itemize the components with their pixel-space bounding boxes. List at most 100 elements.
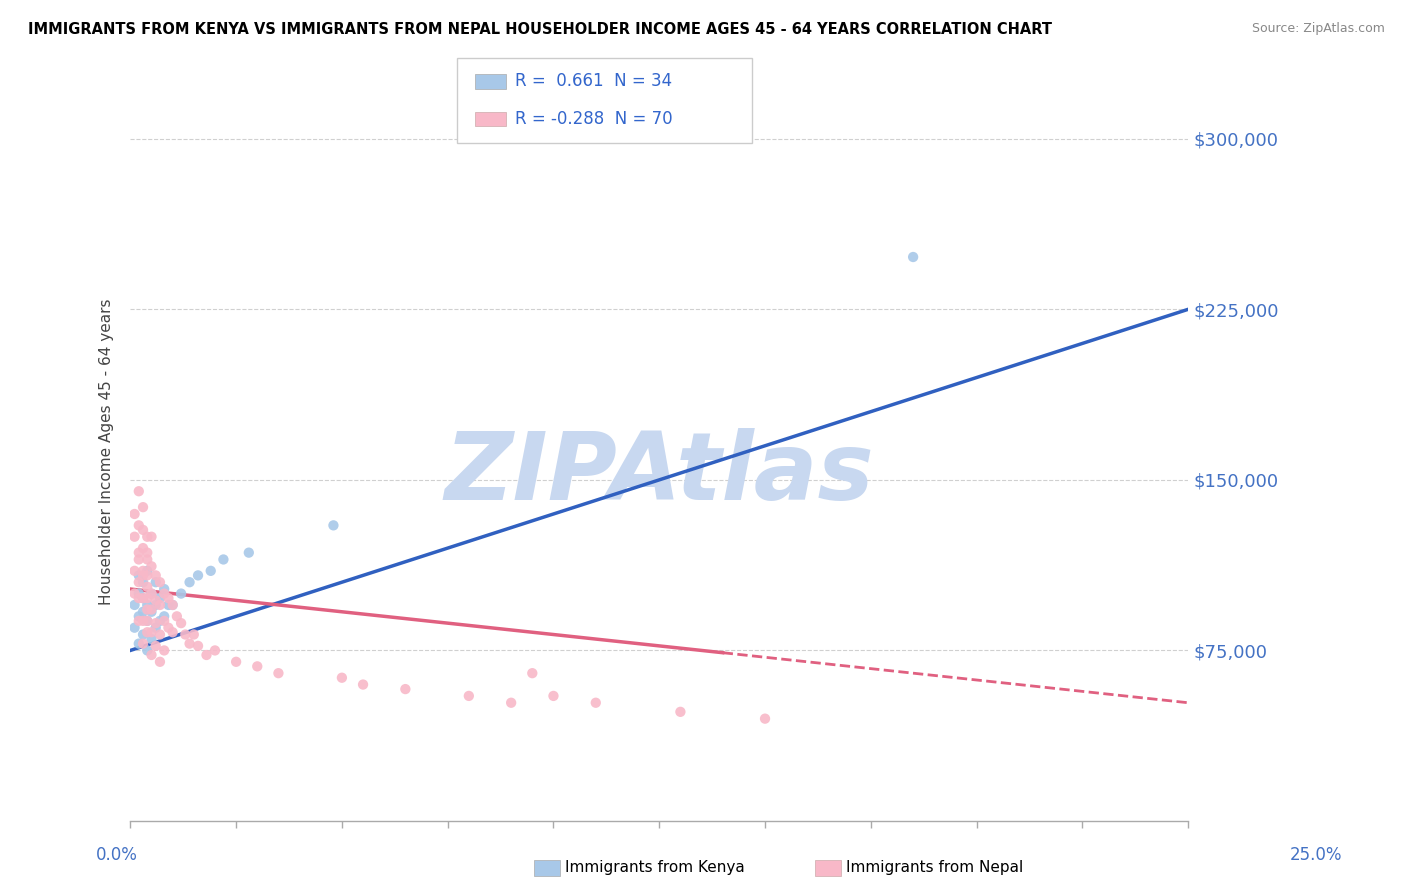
Point <box>238 546 260 560</box>
Point <box>141 625 163 640</box>
Point <box>204 643 226 657</box>
Point <box>141 605 163 619</box>
Point <box>124 586 146 600</box>
Point <box>128 518 150 533</box>
Point <box>132 637 155 651</box>
Point <box>149 598 172 612</box>
Point <box>200 564 222 578</box>
Point <box>136 530 159 544</box>
Point <box>128 591 150 606</box>
Point <box>124 507 146 521</box>
Point <box>149 655 172 669</box>
Point <box>153 582 176 596</box>
Point <box>136 580 159 594</box>
Point <box>136 598 159 612</box>
Point <box>162 598 184 612</box>
Point <box>132 575 155 590</box>
Point <box>124 598 146 612</box>
Point <box>153 643 176 657</box>
Point <box>153 586 176 600</box>
Point <box>153 609 176 624</box>
Point <box>141 602 163 616</box>
Point <box>145 575 167 590</box>
Point <box>157 621 180 635</box>
Point <box>128 614 150 628</box>
Point <box>754 712 776 726</box>
Text: Source: ZipAtlas.com: Source: ZipAtlas.com <box>1251 22 1385 36</box>
Point <box>136 602 159 616</box>
Point <box>145 598 167 612</box>
Point <box>128 637 150 651</box>
Point <box>149 614 172 628</box>
Point <box>543 689 565 703</box>
Point <box>124 564 146 578</box>
Point <box>669 705 692 719</box>
Point <box>136 614 159 628</box>
Text: Immigrants from Nepal: Immigrants from Nepal <box>846 861 1024 875</box>
Point <box>901 250 924 264</box>
Point <box>132 605 155 619</box>
Point <box>145 616 167 631</box>
Text: R =  0.661  N = 34: R = 0.661 N = 34 <box>515 72 672 90</box>
Point <box>128 552 150 566</box>
Text: 0.0%: 0.0% <box>96 846 138 863</box>
Point <box>157 591 180 606</box>
Point <box>132 591 155 606</box>
Point <box>170 586 193 600</box>
Point <box>225 655 247 669</box>
Point <box>136 591 159 606</box>
Point <box>170 616 193 631</box>
Point <box>179 575 201 590</box>
Point <box>132 523 155 537</box>
Point <box>162 598 184 612</box>
Text: Immigrants from Kenya: Immigrants from Kenya <box>565 861 745 875</box>
Point <box>145 593 167 607</box>
Point <box>136 568 159 582</box>
Point <box>157 598 180 612</box>
Point <box>179 637 201 651</box>
Point <box>132 568 155 582</box>
Text: 25.0%: 25.0% <box>1291 846 1343 863</box>
Point <box>132 564 155 578</box>
Point <box>183 627 205 641</box>
Point <box>128 586 150 600</box>
Point <box>132 591 155 606</box>
Point <box>153 614 176 628</box>
Point <box>330 671 353 685</box>
Point <box>141 586 163 600</box>
Y-axis label: Householder Income Ages 45 - 64 years: Householder Income Ages 45 - 64 years <box>100 298 114 605</box>
Point <box>136 643 159 657</box>
Point <box>585 696 607 710</box>
Point <box>136 552 159 566</box>
Point <box>145 639 167 653</box>
Point <box>141 559 163 574</box>
Point <box>128 568 150 582</box>
Point <box>187 568 209 582</box>
Point <box>141 632 163 646</box>
Point <box>132 627 155 641</box>
Point <box>162 625 184 640</box>
Point <box>145 568 167 582</box>
Point <box>132 541 155 555</box>
Point <box>149 591 172 606</box>
Point <box>246 659 269 673</box>
Point <box>394 682 416 697</box>
Point <box>136 614 159 628</box>
Point <box>124 621 146 635</box>
Point <box>132 614 155 628</box>
Point <box>145 621 167 635</box>
Point <box>267 666 290 681</box>
Text: R = -0.288  N = 70: R = -0.288 N = 70 <box>515 111 672 128</box>
Point <box>149 627 172 641</box>
Point <box>174 627 197 641</box>
Point <box>124 530 146 544</box>
Point <box>136 564 159 578</box>
Point <box>141 648 163 662</box>
Point <box>136 546 159 560</box>
Point <box>136 625 159 640</box>
Text: IMMIGRANTS FROM KENYA VS IMMIGRANTS FROM NEPAL HOUSEHOLDER INCOME AGES 45 - 64 Y: IMMIGRANTS FROM KENYA VS IMMIGRANTS FROM… <box>28 22 1052 37</box>
Point <box>166 609 188 624</box>
Point <box>457 689 479 703</box>
Point <box>322 518 344 533</box>
Point <box>141 530 163 544</box>
